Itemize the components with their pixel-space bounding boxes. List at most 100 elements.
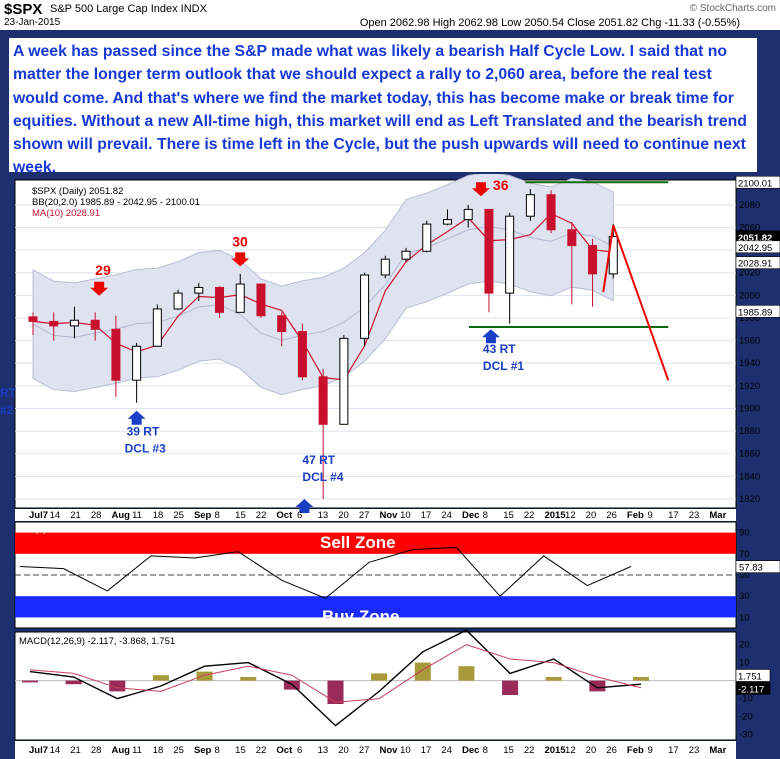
red-arrow-icon <box>90 281 109 296</box>
ohlc-readout: Open 2062.98 High 2062.98 Low 2050.54 Cl… <box>359 17 740 29</box>
macd-value-label: 1.751 <box>738 671 762 682</box>
xtick-label-price: Oct <box>276 510 293 521</box>
xtick-label-price: 14 <box>50 510 61 521</box>
macd-series-0 <box>29 629 642 727</box>
price-tick-label: 1840 <box>739 471 760 482</box>
xtick-label-bottom: 21 <box>70 745 81 756</box>
candle-body <box>401 250 411 260</box>
xtick-label-price: 8 <box>483 510 488 521</box>
value-label: 2051.82 <box>738 233 772 244</box>
xtick-label-bottom: 22 <box>256 745 267 756</box>
macd-histogram-bar <box>196 671 213 681</box>
bearish-projection-line <box>602 224 670 381</box>
xtick-label-price: Nov <box>380 510 399 521</box>
red-arrow-icon <box>471 182 490 197</box>
rsi-tick-label: 10 <box>739 612 750 623</box>
annotation-label: DCL #3 <box>125 442 166 456</box>
annotation-label: 29 <box>95 262 111 278</box>
price-tick-label: 1940 <box>739 358 760 369</box>
candle-body <box>235 283 245 313</box>
macd-histogram-bar <box>633 677 649 681</box>
candle-body <box>484 208 494 294</box>
xtick-label-price: 15 <box>235 510 246 521</box>
xtick-label-bottom: Mar <box>709 745 726 756</box>
xtick-label-price: 27 <box>359 510 370 521</box>
xtick-label-bottom: 14 <box>50 745 61 756</box>
price-tick-label: 1980 <box>739 313 760 324</box>
candle-body <box>360 274 370 339</box>
candle-body <box>90 319 100 330</box>
value-label-box <box>735 240 780 254</box>
xtick-label-bottom: Jul7 <box>29 745 48 756</box>
macd-value-label: -2.117 <box>738 684 764 695</box>
xtick-label-bottom: 20 <box>338 745 349 756</box>
macd-histogram-bar <box>371 673 388 681</box>
price-legend-2: MA(10) 2028.91 <box>32 208 100 219</box>
candle-body <box>380 258 390 276</box>
axis-strip-bottom <box>15 741 736 759</box>
commentary-box: A week has passed since the S&P made wha… <box>7 36 759 176</box>
candle-body <box>588 245 598 275</box>
macd-series-1 <box>29 644 642 703</box>
price-legend-0: $SPX (Daily) 2051.82 <box>32 186 123 197</box>
xtick-label-bottom: 25 <box>173 745 184 756</box>
candle-body <box>152 308 162 347</box>
xtick-label-bottom: 24 <box>441 745 452 756</box>
xtick-label-price: 17 <box>421 510 432 521</box>
price-tick-label: 1880 <box>739 426 760 437</box>
macd-histogram-bar <box>65 680 82 685</box>
xtick-label-price: 9 <box>648 510 653 521</box>
blue-arrow-icon <box>481 329 500 344</box>
price-tick-label: 1820 <box>739 494 760 505</box>
xtick-label-price: 17 <box>668 510 679 521</box>
xtick-label-price: 25 <box>173 510 184 521</box>
macd-tick-label: -20 <box>739 712 753 723</box>
xtick-label-price: 11 <box>132 510 142 521</box>
xtick-label-bottom: 15 <box>503 745 514 756</box>
xtick-label-bottom: 8 <box>483 745 488 756</box>
candle-body <box>256 283 266 317</box>
xtick-label-bottom: 10 <box>400 745 411 756</box>
rsi-tick-label: 30 <box>739 591 750 602</box>
candle-body <box>173 292 183 310</box>
xtick-label-price: 6 <box>297 510 302 521</box>
xtick-label-bottom: 2015 <box>544 745 566 756</box>
price-tick-label: 1960 <box>739 336 760 347</box>
macd-tick-label: 10 <box>739 658 750 669</box>
value-label-box <box>735 175 780 189</box>
macd-value-box <box>735 682 771 695</box>
annotation-label: 36 <box>493 177 509 193</box>
xtick-label-price: 8 <box>215 510 220 521</box>
value-label-box <box>735 305 780 318</box>
xtick-label-bottom: 22 <box>524 745 535 756</box>
red-arrow-icon <box>231 252 250 267</box>
credit-text: © StockCharts.com <box>689 3 776 14</box>
price-tick-label: 1920 <box>739 381 760 392</box>
macd-histogram-bar <box>545 677 562 681</box>
axis-strip-price <box>15 509 736 521</box>
annotation-label: 39 RT <box>127 425 160 439</box>
macd-histogram-bar <box>589 680 606 692</box>
macd-histogram-bar <box>109 680 126 692</box>
macd-histogram-bar <box>502 680 519 695</box>
xtick-label-price: 10 <box>400 510 411 521</box>
price-tick-label: 2060 <box>739 223 760 234</box>
buy-zone <box>15 596 736 618</box>
price-tick-label: 2020 <box>739 268 760 279</box>
xtick-label-bottom: 17 <box>668 745 679 756</box>
rsi-value-box <box>735 560 780 574</box>
xtick-label-price: Jul7 <box>29 510 48 521</box>
xtick-label-price: 13 <box>318 510 329 521</box>
chart-header: $SPX S&P 500 Large Cap Index INDX 23-Jan… <box>0 0 780 30</box>
candle-body <box>297 331 307 378</box>
xtick-label-bottom: 6 <box>297 745 302 756</box>
macd-histogram-bar <box>22 680 38 683</box>
xtick-label-price: 21 <box>70 510 81 521</box>
blue-arrow-icon <box>295 498 314 513</box>
xtick-label-price: Feb <box>627 510 644 521</box>
candle-body <box>318 376 328 425</box>
candle-body <box>49 320 59 327</box>
price-tick-label: 1860 <box>739 449 760 460</box>
macd-histogram-bar <box>327 680 344 704</box>
